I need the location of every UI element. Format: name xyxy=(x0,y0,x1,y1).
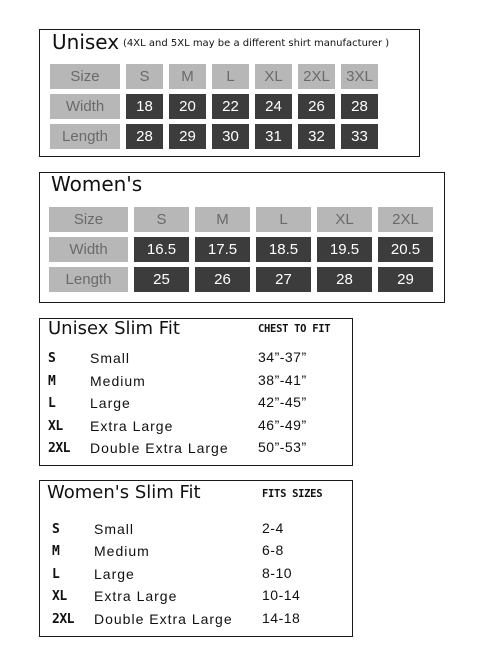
length-cell: 27 xyxy=(256,267,311,292)
womens-slim-fit-chart xyxy=(39,480,353,637)
size-header-l: L xyxy=(256,207,311,232)
size-header-xl: XL xyxy=(317,207,372,232)
size-code: L xyxy=(48,395,56,411)
length-cell: 29 xyxy=(169,124,206,149)
width-cell: 24 xyxy=(255,94,292,119)
size-code: XL xyxy=(52,588,67,604)
size-measure: 42”-45” xyxy=(258,394,307,410)
womens-chart-title: Women's xyxy=(51,172,143,196)
size-code: M xyxy=(48,373,56,389)
size-header-s: S xyxy=(134,207,189,232)
size-measure: 8-10 xyxy=(262,565,293,581)
width-cell: 22 xyxy=(212,94,249,119)
size-measure: 50”-53” xyxy=(258,439,307,455)
size-header-2xl: 2XL xyxy=(298,64,335,89)
unisex-chart-note: (4XL and 5XL may be a different shirt ma… xyxy=(123,38,390,49)
size-name: Double Extra Large xyxy=(94,611,233,627)
row-label-length: Length xyxy=(49,267,128,292)
width-cell: 20 xyxy=(169,94,206,119)
size-name: Extra Large xyxy=(94,588,178,604)
unisex-chart-title: Unisex xyxy=(52,30,120,54)
length-cell: 25 xyxy=(134,267,189,292)
list-item: XL Extra Large xyxy=(48,417,173,435)
list-item: M Medium xyxy=(48,372,146,390)
size-measure: 10-14 xyxy=(262,587,301,603)
size-code: L xyxy=(52,566,60,582)
size-measure: 14-18 xyxy=(262,610,301,626)
width-cell: 19.5 xyxy=(317,237,372,262)
size-name: Small xyxy=(90,350,131,366)
size-code: 2XL xyxy=(48,440,70,456)
width-cell: 16.5 xyxy=(134,237,189,262)
list-item: XL Extra Large xyxy=(52,587,177,605)
size-code: S xyxy=(52,521,60,537)
list-item: L Large xyxy=(52,565,135,583)
size-code: S xyxy=(48,350,56,366)
size-header-3xl: 3XL xyxy=(341,64,378,89)
unisex-size-table: Size S M L XL 2XL 3XL Width 18 20 22 24 … xyxy=(50,64,378,149)
width-cell: 20.5 xyxy=(378,237,433,262)
row-label-length: Length xyxy=(50,124,120,149)
list-item: 2XL Double Extra Large xyxy=(48,439,229,457)
size-code: M xyxy=(52,543,60,559)
width-cell: 18.5 xyxy=(256,237,311,262)
size-name: Double Extra Large xyxy=(90,440,229,456)
length-cell: 33 xyxy=(341,124,378,149)
size-header-xl: XL xyxy=(255,64,292,89)
length-cell: 30 xyxy=(212,124,249,149)
row-label-width: Width xyxy=(49,237,128,262)
size-name: Extra Large xyxy=(90,418,174,434)
unisex-slim-column-header: CHEST TO FIT xyxy=(258,323,331,335)
size-name: Medium xyxy=(90,373,146,389)
size-name: Small xyxy=(94,521,135,537)
length-cell: 26 xyxy=(195,267,250,292)
unisex-slim-fit-chart xyxy=(39,318,353,466)
size-name: Large xyxy=(90,395,131,411)
womens-slim-title: Women's Slim Fit xyxy=(47,482,201,503)
length-cell: 28 xyxy=(126,124,163,149)
row-label-width: Width xyxy=(50,94,120,119)
row-label-size: Size xyxy=(50,64,120,89)
list-item: S Small xyxy=(52,520,134,538)
length-cell: 28 xyxy=(317,267,372,292)
size-measure: 34”-37” xyxy=(258,349,307,365)
size-measure: 46”-49” xyxy=(258,417,307,433)
width-cell: 18 xyxy=(126,94,163,119)
size-code: 2XL xyxy=(52,611,74,627)
length-cell: 29 xyxy=(378,267,433,292)
size-header-s: S xyxy=(126,64,163,89)
size-header-m: M xyxy=(195,207,250,232)
width-cell: 26 xyxy=(298,94,335,119)
length-cell: 32 xyxy=(298,124,335,149)
size-header-2xl: 2XL xyxy=(378,207,433,232)
size-name: Medium xyxy=(94,543,150,559)
size-header-m: M xyxy=(169,64,206,89)
list-item: 2XL Double Extra Large xyxy=(52,610,233,628)
size-name: Large xyxy=(94,566,135,582)
size-measure: 2-4 xyxy=(262,520,284,536)
size-header-l: L xyxy=(212,64,249,89)
width-cell: 28 xyxy=(341,94,378,119)
length-cell: 31 xyxy=(255,124,292,149)
womens-slim-column-header: FITS SIZES xyxy=(262,488,323,500)
unisex-slim-title: Unisex Slim Fit xyxy=(48,318,180,339)
list-item: L Large xyxy=(48,394,131,412)
size-measure: 6-8 xyxy=(262,542,284,558)
list-item: S Small xyxy=(48,349,130,367)
womens-size-table: Size S M L XL 2XL Width 16.5 17.5 18.5 1… xyxy=(49,207,433,292)
size-code: XL xyxy=(48,418,63,434)
size-measure: 38”-41” xyxy=(258,372,307,388)
row-label-size: Size xyxy=(49,207,128,232)
list-item: M Medium xyxy=(52,542,150,560)
width-cell: 17.5 xyxy=(195,237,250,262)
